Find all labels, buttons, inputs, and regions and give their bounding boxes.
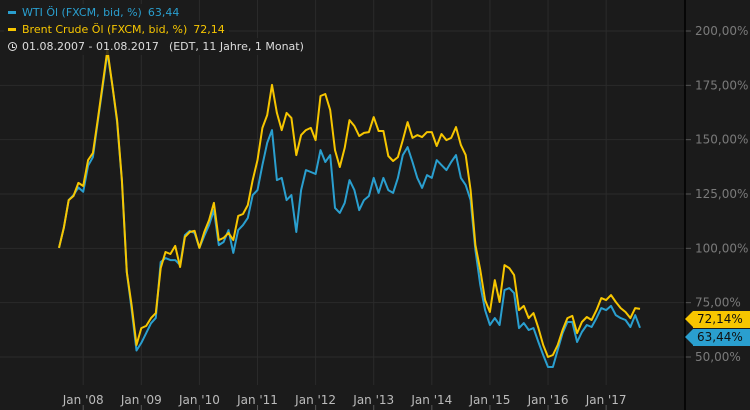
date-range[interactable]: 01.08.2007 - 01.08.2017 (EDT, 11 Jahre, … bbox=[4, 38, 308, 55]
legend-label-wti: WTI Öl (FXCM, bid, %) bbox=[22, 6, 142, 19]
x-tick-label: Jan '16 bbox=[527, 393, 569, 407]
legend-item-brent[interactable]: Brent Crude Öl (FXCM, bid, %) 72,14 bbox=[4, 21, 229, 38]
x-tick-label: Jan '10 bbox=[178, 393, 220, 407]
wti-swatch bbox=[8, 11, 16, 14]
date-range-text: 01.08.2007 - 01.08.2017 bbox=[22, 40, 159, 53]
series-line-brent bbox=[58, 48, 641, 358]
x-tick-label: Jan '08 bbox=[62, 393, 104, 407]
legend: WTI Öl (FXCM, bid, %) 63,44 Brent Crude … bbox=[4, 4, 308, 55]
x-tick-label: Jan '15 bbox=[468, 393, 510, 407]
x-tick-label: Jan '17 bbox=[585, 393, 627, 407]
x-tick-label: Jan '12 bbox=[294, 393, 336, 407]
y-tick-label: 200,00% bbox=[695, 24, 748, 38]
x-tick-label: Jan '13 bbox=[352, 393, 394, 407]
clock-icon bbox=[8, 42, 17, 51]
date-range-info: (EDT, 11 Jahre, 1 Monat) bbox=[168, 40, 304, 53]
brent-swatch bbox=[8, 28, 16, 31]
y-tick-label: 175,00% bbox=[695, 78, 748, 92]
x-tick-label: Jan '11 bbox=[236, 393, 278, 407]
x-tick-label: Jan '14 bbox=[410, 393, 452, 407]
last-value-tag-brent: 72,14% bbox=[685, 310, 750, 328]
series-line-wti bbox=[58, 51, 641, 368]
last-value-tag-wti: 63,44% bbox=[685, 328, 750, 346]
legend-label-brent: Brent Crude Öl (FXCM, bid, %) bbox=[22, 23, 188, 36]
x-tick-label: Jan '09 bbox=[120, 393, 162, 407]
y-tick-label: 50,00% bbox=[695, 350, 741, 364]
y-tick-label: 75,00% bbox=[695, 296, 741, 310]
y-tick-label: 100,00% bbox=[695, 241, 748, 255]
y-tick-label: 125,00% bbox=[695, 187, 748, 201]
legend-item-wti[interactable]: WTI Öl (FXCM, bid, %) 63,44 bbox=[4, 4, 184, 21]
legend-value-brent: 72,14 bbox=[193, 23, 225, 36]
legend-value-wti: 63,44 bbox=[147, 6, 180, 19]
y-tick-label: 150,00% bbox=[695, 133, 748, 147]
